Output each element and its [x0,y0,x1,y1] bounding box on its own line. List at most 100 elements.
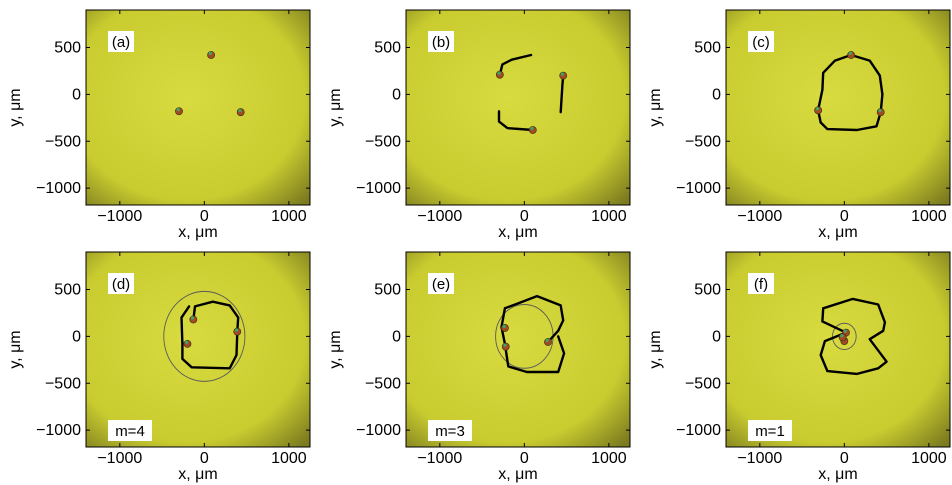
plot-area [163,290,246,382]
particle-highlight [530,126,534,130]
plot-area [819,297,888,376]
panel-6: −1000 0 1000 500 0 −500 −1000 x, μm y, μm (f) m=1 [647,251,951,483]
trajectory-line [819,297,888,376]
x-tick-label: −1000 [737,450,782,467]
m-label-box [748,420,792,441]
x-axis-label: x, μm [178,466,217,483]
particle-highlight [560,72,565,76]
x-tick-label: 1000 [911,208,947,225]
panel-tag-box [108,31,134,52]
y-axis-label: y, μm [327,88,344,126]
axes-frame [725,251,951,448]
m-label-box [428,420,472,441]
particle-highlight [840,334,844,338]
particle-highlight [503,343,507,347]
panel-tag: (a) [112,34,130,51]
y-tick-label: 500 [694,282,721,299]
x-tick-label: −1000 [97,450,142,467]
y-tick-label: 500 [694,40,721,57]
trajectory-line [498,53,533,76]
plot-area [175,51,245,117]
panel-tag: (d) [112,276,130,293]
mode-circle [832,322,857,350]
x-tick-label: 1000 [271,450,307,467]
y-tick-label: 500 [374,40,401,57]
particle-highlight [185,340,189,344]
panel-tag-box [748,273,774,294]
y-tick-label: −500 [685,133,721,150]
x-axis-label: x, μm [818,224,857,241]
particle-highlight [190,316,195,320]
panel-1: −1000 0 1000 500 0 −500 −1000 x, μm y, μm (a) [7,9,311,241]
trajectory-line [497,110,534,132]
plot-area [814,51,885,132]
y-tick-label: 0 [712,86,721,103]
particle-highlight [848,51,852,56]
y-tick-label: −500 [365,133,401,150]
y-axis-label: y, μm [7,88,24,126]
y-axis-label: y, μm [647,88,664,126]
x-tick-label: 0 [200,208,209,225]
axes-frame [85,251,311,448]
y-axis-label: y, μm [647,330,664,368]
panel-tag: (f) [754,276,768,293]
x-axis-label: x, μm [498,466,537,483]
particle-highlight [545,338,549,342]
y-tick-label: −500 [365,375,401,392]
panel-2: −1000 0 1000 500 0 −500 −1000 x, μm y, μm (b) [327,9,631,241]
panel-tag-box [428,31,454,52]
panels-container: −1000 0 1000 500 0 −500 −1000 x, μm y, μm (a) −100… [7,9,951,483]
x-tick-label: 0 [840,208,849,225]
x-tick-label: −1000 [97,208,142,225]
panel-tag-box [428,273,454,294]
x-tick-label: 0 [840,450,849,467]
panel-5: −1000 0 1000 500 0 −500 −1000 x, μm y, μm (e) m=3 [327,251,631,483]
y-tick-label: 500 [374,282,401,299]
y-tick-label: 500 [54,282,81,299]
trajectory-line [180,300,240,370]
y-axis-label: y, μm [327,330,344,368]
particle-highlight [502,324,506,328]
x-axis-label: x, μm [498,224,537,241]
x-tick-label: 1000 [591,208,627,225]
y-tick-label: −500 [45,375,81,392]
axes-frame [85,9,311,206]
y-tick-label: −1000 [36,180,81,197]
y-tick-label: 0 [712,328,721,345]
x-tick-label: 1000 [591,450,627,467]
particle-highlight [238,108,242,113]
x-tick-label: −1000 [737,208,782,225]
y-tick-label: 0 [392,328,401,345]
x-tick-label: 0 [520,208,529,225]
panel-tag-box [748,31,774,52]
y-tick-label: −1000 [676,180,721,197]
plot-area [495,294,566,374]
x-tick-label: −1000 [417,208,462,225]
y-tick-label: −1000 [676,422,721,439]
axes-frame [405,251,631,448]
x-axis-label: x, μm [178,224,217,241]
y-tick-label: 0 [72,328,81,345]
y-tick-label: −500 [45,133,81,150]
axes-frame [725,9,951,206]
y-axis-label: y, μm [7,330,24,368]
x-axis-label: x, μm [818,466,857,483]
y-tick-label: −500 [685,375,721,392]
panel-3: −1000 0 1000 500 0 −500 −1000 x, μm y, μm (c) [647,9,951,241]
panel-tag: (c) [752,34,770,51]
m-label: m=3 [435,423,465,440]
m-label: m=4 [115,423,145,440]
trajectory-line [816,53,884,132]
mode-circle [163,290,246,382]
x-tick-label: 0 [520,450,529,467]
x-tick-label: 1000 [271,208,307,225]
m-label: m=1 [755,423,785,440]
particle-highlight [176,108,180,112]
particle-highlight [878,108,882,113]
axes-frame [405,9,631,206]
panel-4: −1000 0 1000 500 0 −500 −1000 x, μm y, μm (d) m=4 [7,251,311,483]
particle-highlight [234,328,239,332]
x-tick-label: 0 [200,450,209,467]
x-tick-label: −1000 [417,450,462,467]
